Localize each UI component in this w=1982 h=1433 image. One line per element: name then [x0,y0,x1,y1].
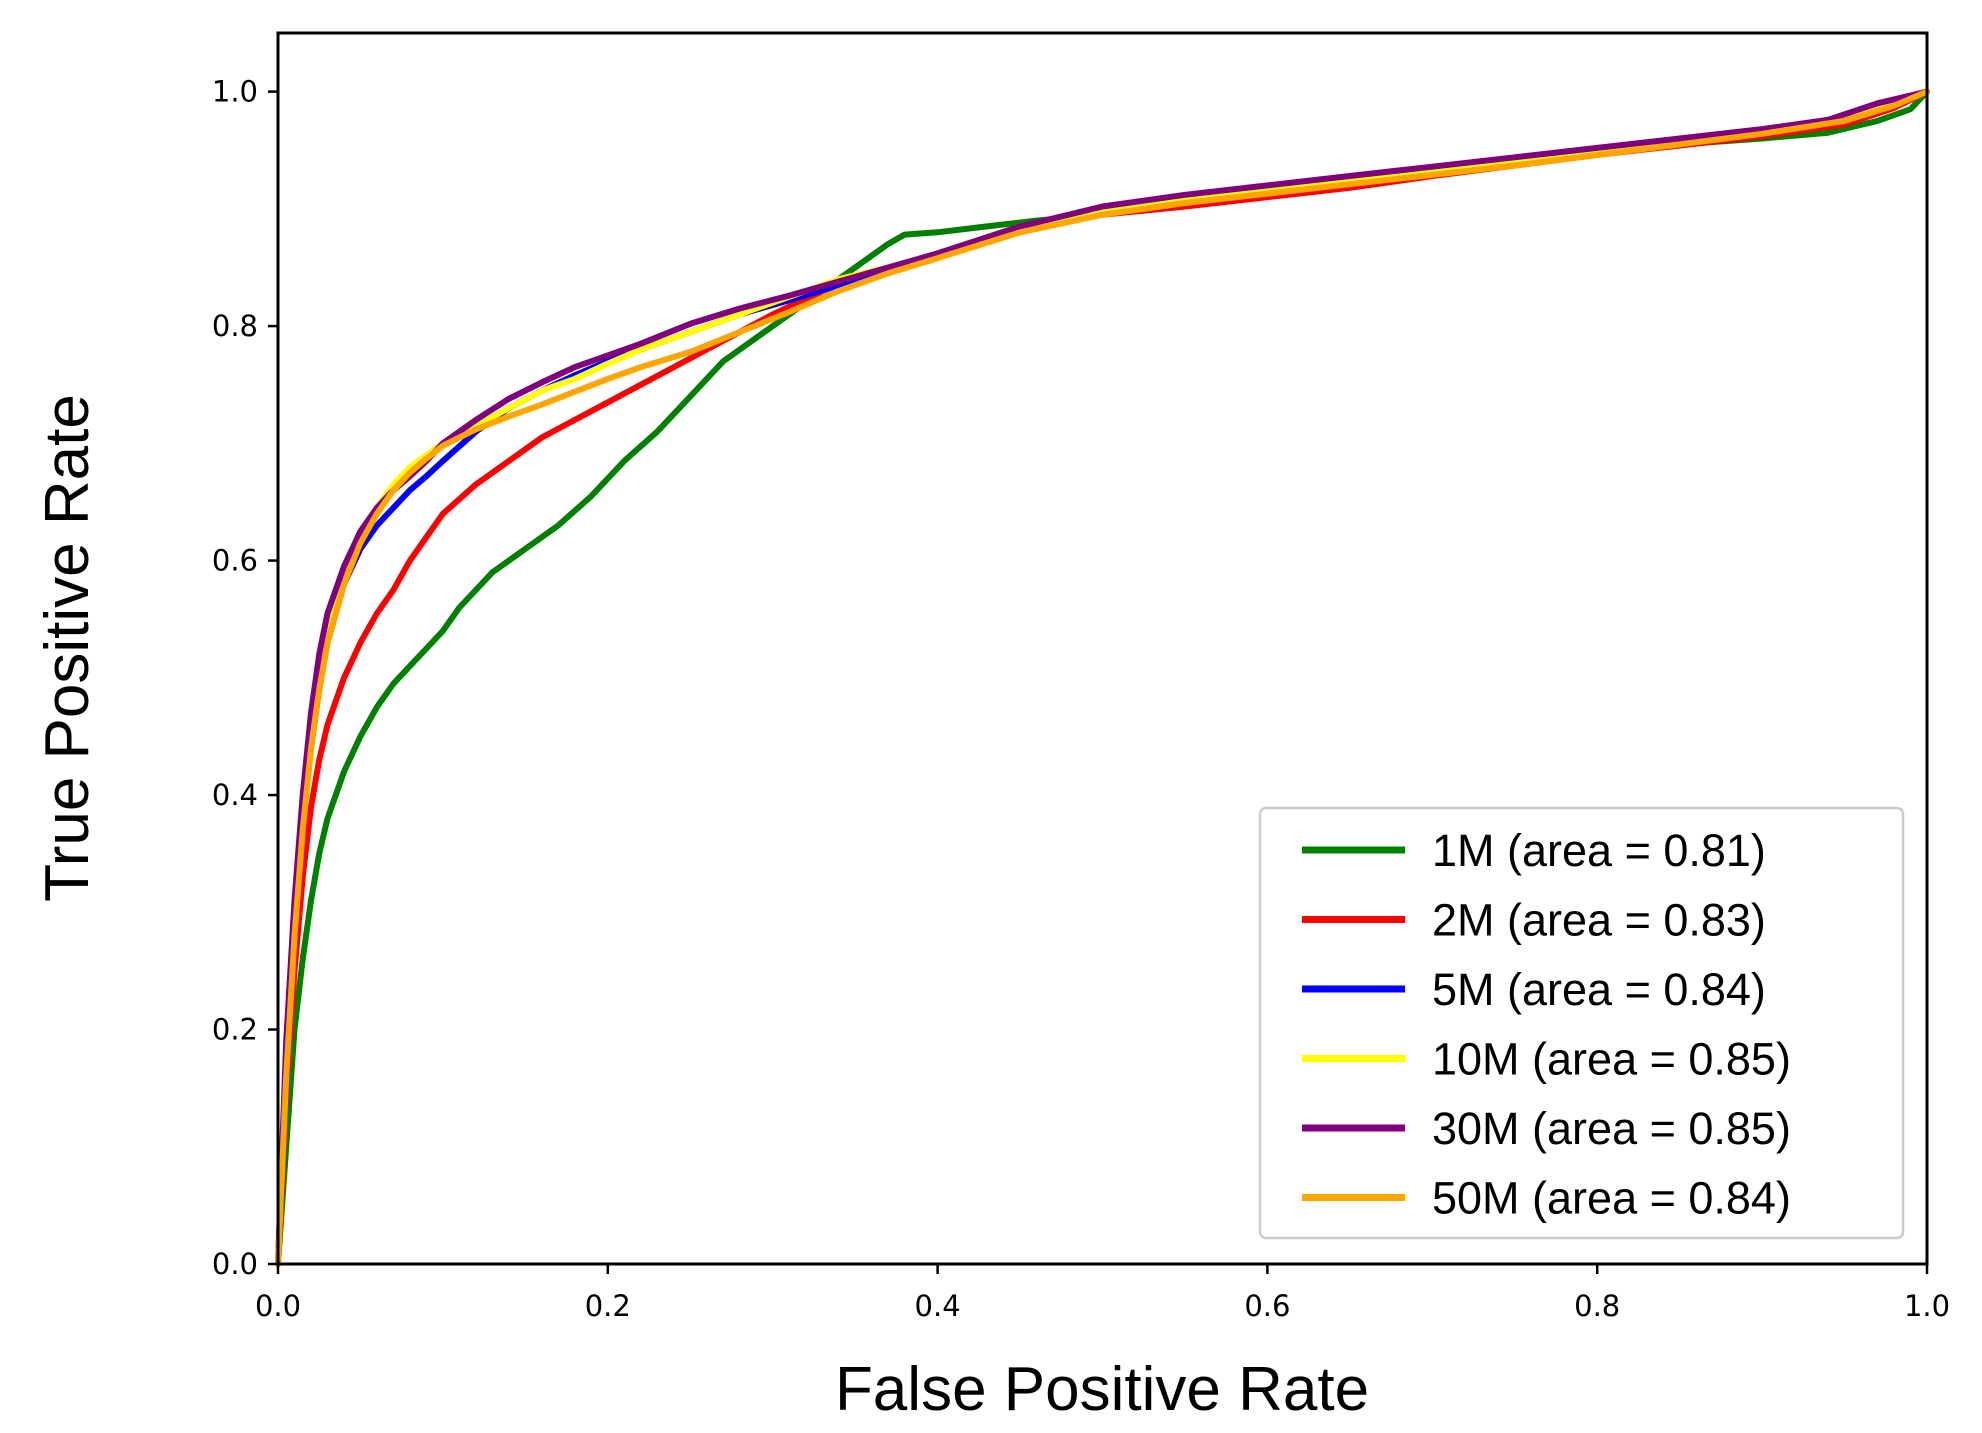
y-tick-label: 0.6 [212,544,258,578]
legend-box [1258,806,1905,1240]
legend: 1M (area = 0.81) 2M (area = 0.83) 5M (area… [1258,806,1905,1240]
x-tick-label: 0.2 [585,1289,631,1323]
legend-label: 10M (area = 0.85) [1432,1034,1791,1085]
x-tick-label: 0.8 [1574,1289,1620,1323]
x-axis-title: False Positive Rate [835,1355,1369,1424]
legend-label: 2M (area = 0.83) [1432,895,1766,946]
series-line-5 [275,88,1930,1267]
legend-label: 5M (area = 0.84) [1432,964,1766,1015]
legend-label: 50M (area = 0.84) [1432,1173,1791,1224]
y-tick-label: 0.2 [212,1013,258,1047]
x-tick-label: 0.0 [255,1289,301,1323]
y-axis-ticks: 0.0 0.2 0.4 0.6 0.8 1.0 [212,75,278,1281]
x-axis-ticks: 0.0 0.2 0.4 0.6 0.8 1.0 [255,1264,1950,1323]
y-tick-label: 0.4 [212,778,258,812]
y-axis-title: True Positive Rate [33,394,102,902]
series-layer [275,88,1930,1267]
x-tick-label: 0.6 [1244,1289,1290,1323]
x-tick-label: 1.0 [1904,1289,1950,1323]
x-tick-label: 0.4 [915,1289,961,1323]
legend-items: 1M (area = 0.81) 2M (area = 0.83) 5M (area… [1302,825,1791,1224]
series-line-4 [275,88,1930,1267]
y-tick-label: 0.8 [212,309,258,343]
legend-label: 1M (area = 0.81) [1432,825,1766,876]
legend-label: 30M (area = 0.85) [1432,1103,1791,1154]
y-tick-label: 0.0 [212,1247,258,1281]
y-tick-label: 1.0 [212,75,258,109]
plot-frame [276,31,1929,1266]
